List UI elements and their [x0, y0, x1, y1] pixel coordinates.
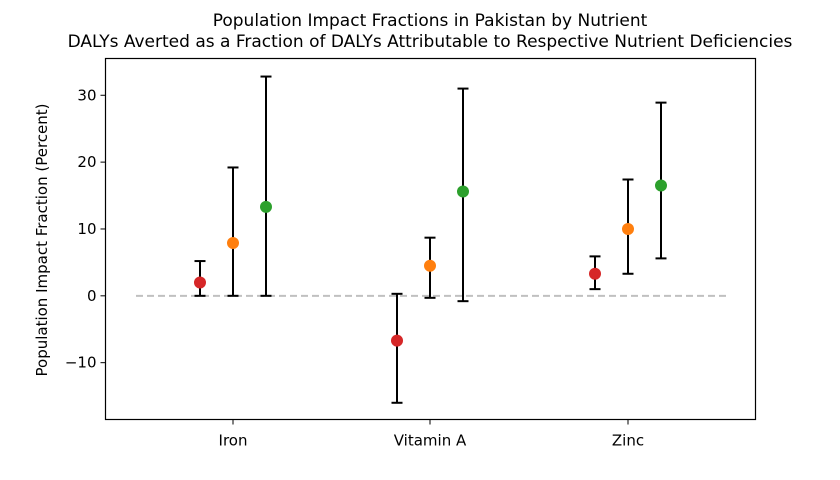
x-tick-label: Iron [219, 432, 248, 450]
data-point [391, 334, 403, 347]
y-tick-label: 20 [77, 153, 96, 171]
y-axis-label: Population Impact Fraction (Percent) [33, 103, 51, 376]
data-point [260, 200, 272, 213]
chart-subtitle: DALYs Averted as a Fraction of DALYs Att… [68, 32, 793, 52]
data-point [424, 259, 436, 272]
data-point [227, 237, 239, 250]
y-tick-label: 10 [77, 220, 96, 238]
x-tick-label: Vitamin A [394, 432, 467, 450]
chart-title: Population Impact Fractions in Pakistan … [213, 11, 648, 31]
x-tick-label: Zinc [612, 432, 644, 450]
data-point [457, 185, 469, 198]
data-point [622, 222, 634, 235]
y-tick-label: 0 [87, 287, 97, 305]
data-point [589, 267, 601, 280]
y-tick-label: −10 [65, 354, 97, 372]
data-point [194, 276, 206, 289]
y-tick-label: 30 [77, 86, 96, 104]
data-point [655, 179, 667, 192]
